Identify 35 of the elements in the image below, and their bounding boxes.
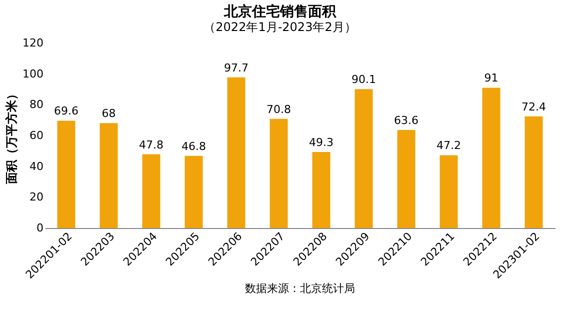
bar bbox=[524, 116, 543, 228]
bar bbox=[440, 155, 458, 228]
data-label: 70.8 bbox=[266, 102, 291, 116]
y-tick-label: 40 bbox=[30, 160, 44, 173]
data-label: 63.6 bbox=[394, 114, 418, 127]
data-label: 72.4 bbox=[522, 100, 546, 114]
source-note: 数据来源：北京统计局 bbox=[245, 282, 355, 295]
y-tick-label: 60 bbox=[30, 129, 44, 142]
y-tick-label: 80 bbox=[30, 98, 44, 112]
bar bbox=[482, 88, 500, 228]
data-label: 46.8 bbox=[182, 140, 206, 153]
bar bbox=[184, 156, 203, 228]
data-label: 91 bbox=[484, 72, 498, 85]
data-label: 69.6 bbox=[54, 104, 78, 118]
data-label: 97.7 bbox=[224, 61, 248, 74]
data-label: 49.3 bbox=[309, 136, 334, 149]
y-tick-label: 20 bbox=[30, 190, 44, 204]
bar bbox=[142, 154, 160, 228]
data-label: 68 bbox=[102, 107, 116, 120]
bar bbox=[57, 120, 76, 228]
bar bbox=[354, 89, 373, 228]
data-label: 47.2 bbox=[436, 139, 461, 152]
bar bbox=[270, 118, 288, 228]
y-tick-label: 100 bbox=[22, 67, 44, 80]
chart-subtitle: （2022年1月-2023年2月） bbox=[204, 20, 356, 34]
y-tick-label: 0 bbox=[36, 222, 44, 234]
bar bbox=[227, 77, 246, 228]
bar bbox=[100, 123, 118, 228]
chart-title: 北京住宅销售面积 bbox=[223, 3, 337, 20]
bar bbox=[312, 152, 330, 228]
bar bbox=[397, 130, 416, 228]
data-label: 47.8 bbox=[139, 138, 164, 152]
y-axis-title: 面积（万平方米） bbox=[4, 88, 19, 185]
data-label: 90.1 bbox=[352, 73, 376, 86]
y-tick-label: 120 bbox=[22, 36, 44, 50]
